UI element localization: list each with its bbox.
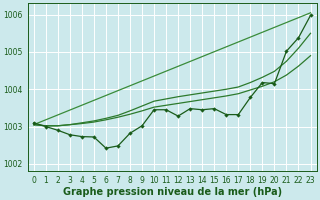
X-axis label: Graphe pression niveau de la mer (hPa): Graphe pression niveau de la mer (hPa) [62, 187, 282, 197]
